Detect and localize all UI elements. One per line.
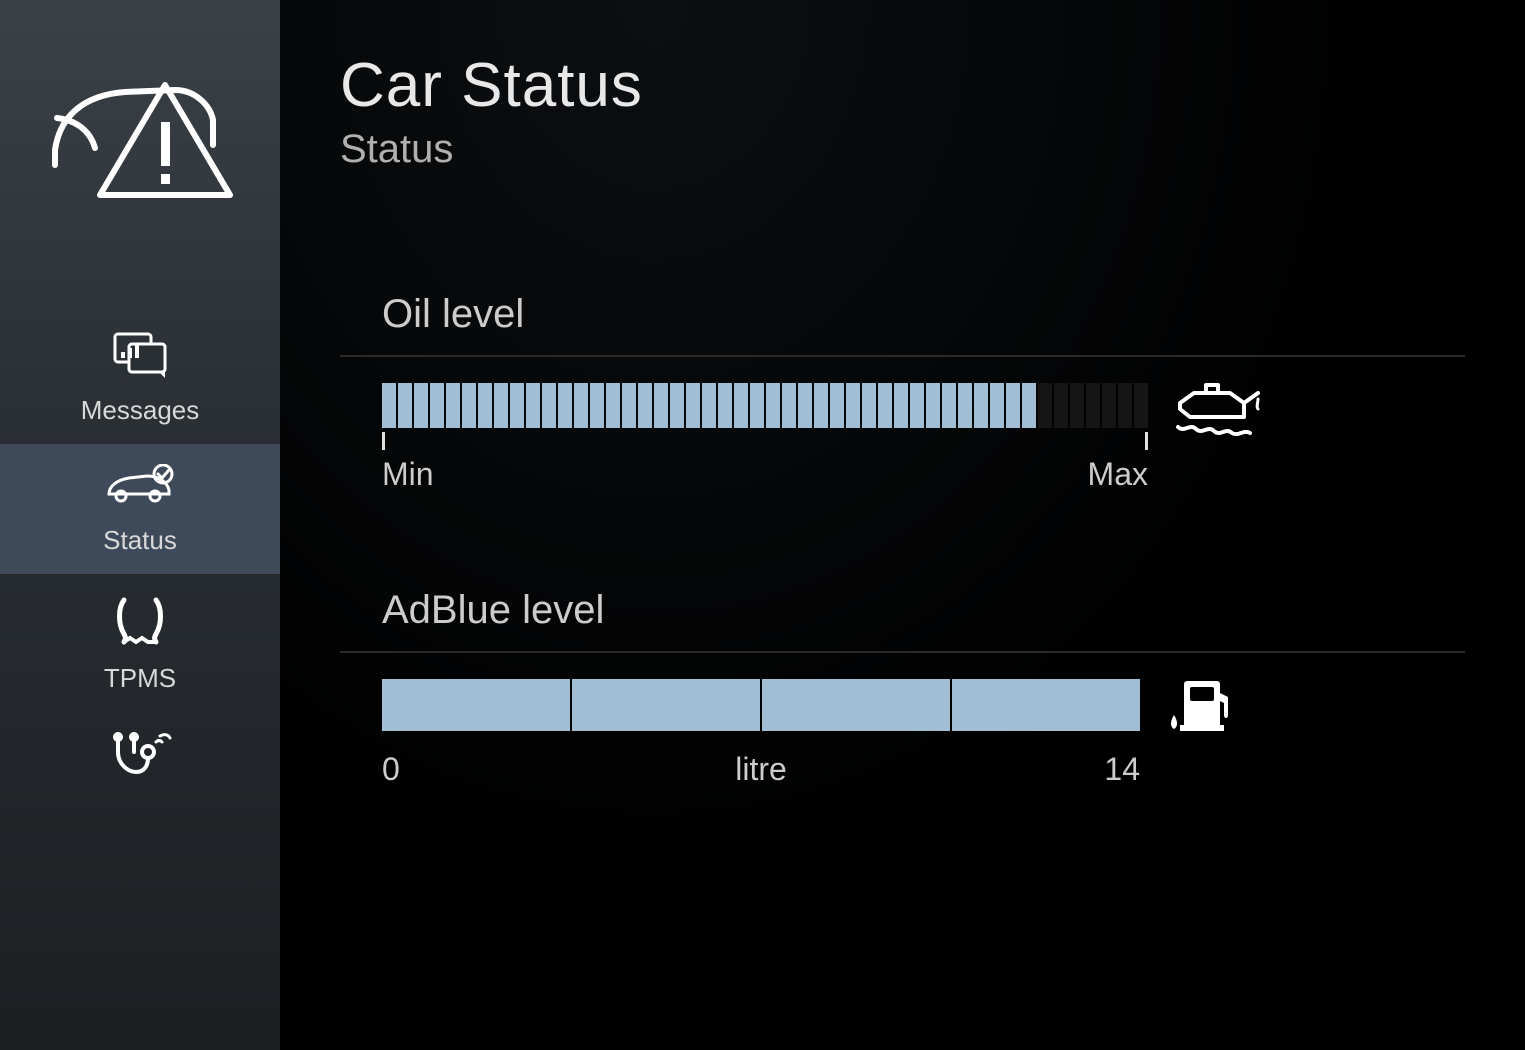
adblue-min-label: 0 (382, 751, 400, 788)
gauge-tick (734, 383, 748, 428)
gauge-tick (510, 383, 524, 428)
gauge-tick (1086, 383, 1100, 428)
gauge-block (572, 679, 760, 731)
gauge-tick (462, 383, 476, 428)
adblue-unit-label: litre (735, 751, 787, 788)
gauge-tick (990, 383, 1004, 428)
gauge-tick (926, 383, 940, 428)
main-content: Car Status Status Oil level Min Max (280, 0, 1525, 1050)
gauge-tick (1134, 383, 1148, 428)
gauge-tick (1102, 383, 1116, 428)
oil-can-icon (1172, 379, 1264, 444)
oil-max-label: Max (1088, 456, 1148, 493)
sidebar-item-label: Status (103, 525, 177, 556)
fuel-pump-icon (1164, 675, 1234, 740)
gauge-tick (478, 383, 492, 428)
gauge-tick (382, 383, 396, 428)
sidebar-item-label: TPMS (104, 663, 176, 694)
oil-min-label: Min (382, 456, 434, 493)
gauge-tick (1022, 383, 1036, 428)
gauge-block (952, 679, 1140, 731)
gauge-tick (1006, 383, 1020, 428)
page-title: Car Status (340, 50, 1465, 121)
car-warning-icon (45, 60, 235, 210)
gauge-tick (702, 383, 716, 428)
gauge-tick (782, 383, 796, 428)
gauge-tick (446, 383, 460, 428)
gauge-tick (798, 383, 812, 428)
gauge-tick (974, 383, 988, 428)
gauge-tick (1054, 383, 1068, 428)
oil-level-section: Oil level Min Max (340, 292, 1465, 493)
gauge-tick (574, 383, 588, 428)
gauge-tick (862, 383, 876, 428)
gauge-tick (606, 383, 620, 428)
sidebar-item-tpms[interactable]: TPMS (0, 574, 280, 712)
gauge-tick (750, 383, 764, 428)
oil-level-gauge: Min Max (382, 383, 1148, 493)
adblue-level-title: AdBlue level (340, 588, 1465, 653)
gauge-tick (1038, 383, 1052, 428)
gauge-tick (526, 383, 540, 428)
gauge-tick (814, 383, 828, 428)
gauge-tick (894, 383, 908, 428)
gauge-tick (1118, 383, 1132, 428)
gauge-tick (622, 383, 636, 428)
sidebar-item-status[interactable]: Status (0, 444, 280, 574)
gauge-tick (1070, 383, 1084, 428)
gauge-tick (958, 383, 972, 428)
gauge-block (382, 679, 570, 731)
messages-icon (111, 330, 169, 383)
oil-level-title: Oil level (340, 292, 1465, 357)
adblue-level-section: AdBlue level 0 litre 14 (340, 588, 1465, 788)
max-marker (1145, 432, 1148, 450)
gauge-tick (846, 383, 860, 428)
sidebar-item-label: Messages (81, 395, 200, 426)
adblue-level-gauge: 0 litre 14 (382, 679, 1140, 788)
page-subtitle: Status (340, 127, 1465, 172)
tpms-icon (112, 594, 168, 651)
min-marker (382, 432, 385, 450)
stethoscope-icon (108, 732, 172, 787)
adblue-max-label: 14 (1104, 751, 1140, 788)
gauge-tick (766, 383, 780, 428)
gauge-tick (686, 383, 700, 428)
gauge-tick (590, 383, 604, 428)
sidebar-item-messages[interactable]: Messages (0, 310, 280, 444)
sidebar-item-diagnostics[interactable] (0, 712, 280, 787)
gauge-tick (430, 383, 444, 428)
gauge-tick (670, 383, 684, 428)
gauge-tick (942, 383, 956, 428)
gauge-tick (398, 383, 412, 428)
gauge-tick (638, 383, 652, 428)
gauge-tick (558, 383, 572, 428)
gauge-tick (494, 383, 508, 428)
status-icon (103, 464, 178, 513)
gauge-tick (910, 383, 924, 428)
gauge-tick (718, 383, 732, 428)
gauge-tick (654, 383, 668, 428)
gauge-tick (830, 383, 844, 428)
gauge-tick (414, 383, 428, 428)
gauge-tick (878, 383, 892, 428)
gauge-block (762, 679, 950, 731)
sidebar: Messages Status (0, 0, 280, 1050)
gauge-tick (542, 383, 556, 428)
